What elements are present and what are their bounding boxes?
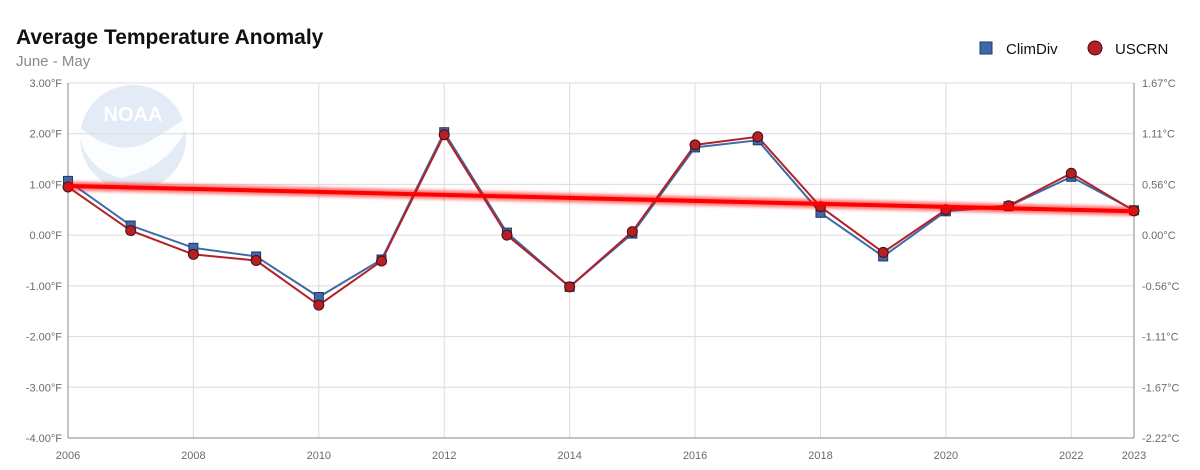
x-tick-label: 2010 <box>307 450 331 462</box>
y-tick-label-left: 3.00°F <box>29 78 62 90</box>
legend-label-uscrn[interactable]: USCRN <box>1115 41 1168 58</box>
y-tick-label-right: -2.22°C <box>1142 433 1179 445</box>
y-tick-label-left: -4.00°F <box>26 433 62 445</box>
series-line-climdiv <box>67 130 1135 299</box>
x-tick-label: 2018 <box>808 450 832 462</box>
point-uscrn[interactable] <box>187 248 199 260</box>
legend: ClimDiv USCRN <box>979 40 1168 58</box>
legend-marker-climdiv[interactable] <box>979 41 993 55</box>
point-uscrn[interactable] <box>313 299 325 311</box>
point-uscrn[interactable] <box>125 225 137 237</box>
series-line-uscrn <box>67 132 1135 307</box>
x-tick-label: 2022 <box>1059 450 1083 462</box>
y-tick-label-right: 0.00°C <box>1142 230 1176 242</box>
y-tick-label-left: 1.00°F <box>29 179 62 191</box>
y-tick-label-left: 0.00°F <box>29 230 62 242</box>
trend-line <box>67 183 1135 214</box>
point-uscrn[interactable] <box>501 229 513 241</box>
y-tick-label-left: 2.00°F <box>29 129 62 141</box>
point-uscrn[interactable] <box>250 255 262 266</box>
noaa-logo-text: NOAA <box>104 104 163 126</box>
x-tick-label: 2020 <box>934 450 958 462</box>
chart-title: Average Temperature Anomaly <box>16 26 324 49</box>
point-uscrn[interactable] <box>877 246 889 258</box>
y-tick-label-right: 1.11°C <box>1142 129 1175 141</box>
point-uscrn[interactable] <box>626 226 638 238</box>
point-uscrn[interactable] <box>752 131 764 143</box>
point-uscrn[interactable] <box>564 281 576 293</box>
noaa-logo: NOAA <box>80 85 186 191</box>
x-tick-label: 2014 <box>557 450 581 462</box>
point-uscrn[interactable] <box>1065 167 1077 179</box>
x-tick-label: 2023 <box>1122 450 1146 462</box>
chart-subtitle: June - May <box>16 53 91 70</box>
point-uscrn[interactable] <box>689 139 701 151</box>
y-tick-label-right: 0.56°C <box>1142 179 1176 191</box>
y-tick-label-left: -2.00°F <box>26 332 62 344</box>
noaa-logo-bird <box>80 118 186 178</box>
x-tick-label: 2016 <box>683 450 707 462</box>
y-tick-label-right: -0.56°C <box>1142 281 1179 293</box>
y-tick-label-left: -1.00°F <box>26 281 62 293</box>
x-tick-label: 2008 <box>181 450 205 462</box>
y-tick-label-right: -1.67°C <box>1142 382 1179 394</box>
point-uscrn[interactable] <box>438 129 450 141</box>
legend-marker-uscrn[interactable] <box>1087 40 1103 56</box>
axes: 3.00°F 2.00°F 1.00°F 0.00°F -1.00°F -2.00°F -3… <box>26 78 1180 462</box>
y-tick-label-right: 1.67°C <box>1142 78 1176 90</box>
x-tick-label: 2012 <box>432 450 456 462</box>
point-uscrn[interactable] <box>376 255 388 267</box>
trend-line-group <box>67 181 1135 216</box>
series <box>62 127 1140 311</box>
y-tick-label-left: -3.00°F <box>26 382 62 394</box>
x-tick-label: 2006 <box>56 450 80 462</box>
legend-label-climdiv[interactable]: ClimDiv <box>1006 41 1058 58</box>
y-tick-label-right: -1.11°C <box>1142 332 1179 344</box>
